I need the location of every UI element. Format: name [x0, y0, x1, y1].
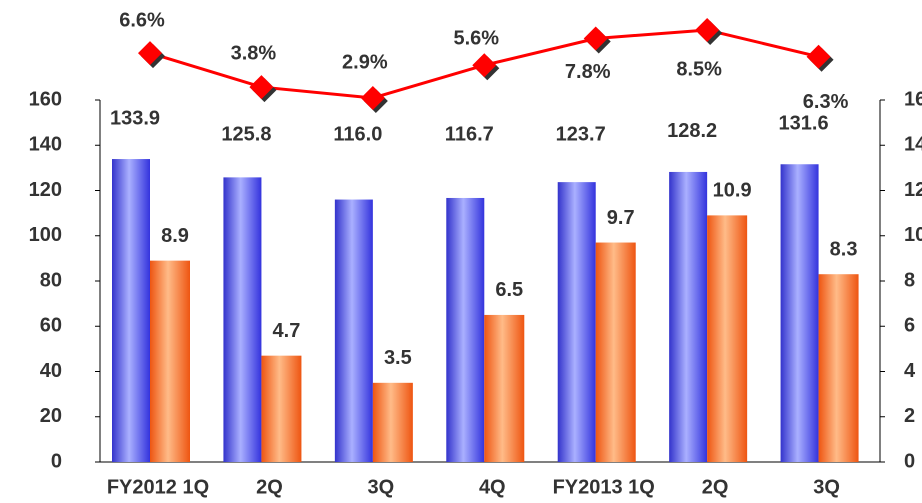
bar	[112, 159, 150, 462]
data-label: 10.9	[713, 180, 752, 202]
x-tick-label: 4Q	[479, 476, 506, 498]
data-label: 6.6%	[119, 9, 165, 31]
data-label: 4.7	[273, 320, 301, 342]
marker	[360, 86, 385, 110]
x-tick-label: 3Q	[813, 476, 840, 498]
data-label: 128.2	[667, 120, 717, 142]
y2-tick-label: 6	[904, 315, 915, 337]
data-label: 8.5%	[676, 58, 722, 80]
bar	[780, 164, 819, 462]
marker	[138, 41, 162, 66]
x-tick-label: 2Q	[702, 476, 729, 498]
y2-tick-label: 0	[904, 450, 915, 472]
data-label: 116.0	[333, 123, 382, 145]
data-label: 3.8%	[231, 42, 277, 64]
bar	[446, 197, 485, 462]
data-label: 123.7	[556, 123, 606, 145]
bar	[818, 274, 859, 462]
bar	[261, 355, 302, 462]
marker	[806, 44, 831, 69]
bar	[372, 382, 413, 462]
y2-tick-label: 16	[904, 88, 922, 110]
y-tick-label: 40	[40, 360, 62, 382]
y-tick-label: 100	[29, 224, 62, 246]
data-label: 116.7	[445, 123, 494, 145]
bar	[669, 171, 708, 462]
bar	[484, 314, 525, 462]
data-label: 7.8%	[565, 61, 611, 83]
y2-tick-label: 2	[904, 405, 915, 427]
data-label: 5.6%	[453, 27, 499, 49]
data-label: 6.3%	[803, 91, 849, 113]
x-tick-label: 2Q	[256, 476, 283, 498]
bar	[707, 215, 748, 462]
data-label: 125.8	[221, 123, 271, 145]
y-tick-label: 0	[51, 450, 62, 472]
data-label: 133.9	[110, 107, 160, 129]
bar	[223, 177, 262, 462]
data-label: 9.7	[607, 207, 635, 229]
bar	[557, 182, 596, 462]
data-label: 2.9%	[342, 51, 388, 73]
y2-tick-label: 4	[904, 360, 916, 382]
y-tick-label: 60	[40, 315, 62, 337]
data-label: 8.9	[161, 225, 189, 247]
y-tick-label: 20	[40, 405, 62, 427]
data-label: 3.5	[384, 347, 412, 369]
x-tick-label: 3Q	[368, 476, 395, 498]
y-tick-label: 80	[40, 269, 62, 291]
y2-tick-label: 12	[904, 179, 922, 201]
data-label: 131.6	[779, 113, 829, 135]
y2-tick-label: 10	[904, 224, 922, 246]
data-label: 6.5	[495, 279, 523, 301]
marker	[472, 53, 497, 78]
y-tick-label: 160	[29, 88, 62, 110]
marker	[695, 18, 720, 42]
y-tick-label: 140	[29, 134, 62, 156]
bar	[595, 242, 636, 462]
marker	[583, 26, 608, 51]
bar	[150, 260, 190, 462]
x-tick-label: FY2012 1Q	[107, 476, 209, 498]
y2-tick-label: 8	[904, 269, 915, 291]
data-label: 8.3	[830, 238, 858, 260]
y-tick-label: 120	[29, 179, 62, 201]
x-tick-label: FY2013 1Q	[553, 476, 655, 498]
bar	[334, 199, 373, 463]
marker	[249, 75, 274, 100]
y2-tick-label: 14	[904, 134, 922, 156]
